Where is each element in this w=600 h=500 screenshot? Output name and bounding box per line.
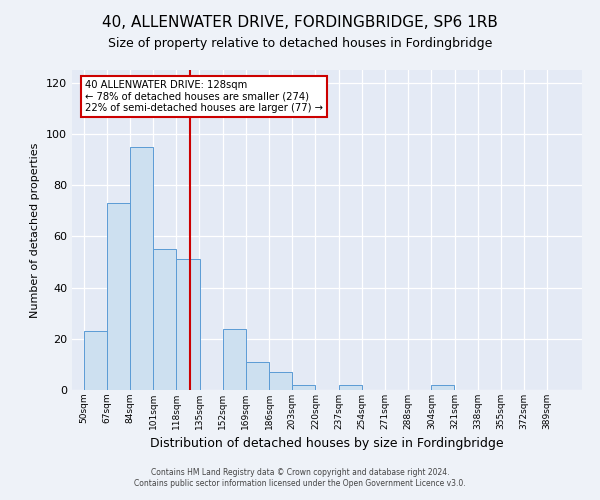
Text: Contains HM Land Registry data © Crown copyright and database right 2024.
Contai: Contains HM Land Registry data © Crown c…: [134, 468, 466, 487]
Text: 40, ALLENWATER DRIVE, FORDINGBRIDGE, SP6 1RB: 40, ALLENWATER DRIVE, FORDINGBRIDGE, SP6…: [102, 15, 498, 30]
Bar: [431, 385, 455, 390]
Bar: [269, 372, 292, 390]
Bar: [107, 203, 130, 390]
Bar: [130, 147, 153, 390]
Text: 40 ALLENWATER DRIVE: 128sqm
← 78% of detached houses are smaller (274)
22% of se: 40 ALLENWATER DRIVE: 128sqm ← 78% of det…: [85, 80, 323, 114]
Bar: [223, 328, 246, 390]
Bar: [246, 362, 269, 390]
Bar: [153, 249, 176, 390]
Bar: [338, 385, 362, 390]
Y-axis label: Number of detached properties: Number of detached properties: [31, 142, 40, 318]
Bar: [176, 260, 199, 390]
Bar: [83, 331, 107, 390]
X-axis label: Distribution of detached houses by size in Fordingbridge: Distribution of detached houses by size …: [150, 438, 504, 450]
Bar: [292, 385, 316, 390]
Text: Size of property relative to detached houses in Fordingbridge: Size of property relative to detached ho…: [108, 38, 492, 51]
